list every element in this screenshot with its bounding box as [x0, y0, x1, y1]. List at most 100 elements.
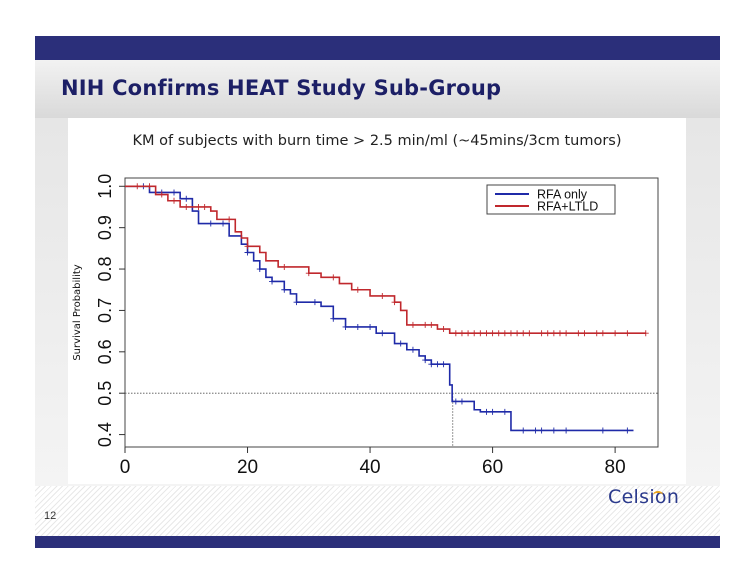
series-rfa-ltld-censor-mark: [507, 330, 514, 337]
y-tick-label: 0.4: [95, 422, 115, 447]
series-rfa-ltld-censor-mark: [599, 330, 606, 337]
series-rfa-ltld-censor-mark: [201, 203, 208, 210]
slide-title: NIH Confirms HEAT Study Sub-Group: [61, 76, 502, 100]
series-rfa-ltld-censor-mark: [452, 330, 459, 337]
series-rfa-only-censor-mark: [207, 220, 214, 227]
series-rfa-ltld-censor-mark: [593, 330, 600, 337]
title-band: [35, 60, 720, 118]
series-rfa-ltld-censor-mark: [330, 274, 337, 281]
series-rfa-only-censor-mark: [269, 278, 276, 285]
series-rfa-only-censor-mark: [428, 361, 435, 368]
series-rfa-ltld-censor-mark: [495, 330, 502, 337]
series-rfa-ltld-censor-mark: [440, 326, 447, 333]
series-rfa-only-censor-mark: [501, 408, 508, 415]
plot-panel: [68, 118, 686, 484]
chart-title: KM of subjects with burn time > 2.5 min/…: [132, 133, 622, 149]
series-rfa-only-censor-mark: [354, 323, 361, 330]
series-rfa-only-censor-mark: [483, 408, 490, 415]
series-rfa-ltld-censor-mark: [354, 286, 361, 293]
y-tick-label: 0.7: [95, 298, 115, 323]
series-rfa-only-censor-mark: [311, 299, 318, 306]
legend-label: RFA+LTLD: [537, 200, 598, 214]
series-rfa-ltld-censor-mark: [624, 330, 631, 337]
series-rfa-ltld-censor-mark: [538, 330, 545, 337]
series-rfa-ltld-censor-mark: [281, 263, 288, 270]
series-rfa-ltld-censor-mark: [244, 243, 251, 250]
x-tick-label: 20: [237, 457, 258, 478]
bottom-banner: [35, 536, 720, 548]
series-rfa-ltld-censor-mark: [550, 330, 557, 337]
logo-swoosh-icon: [653, 491, 663, 499]
x-tick-label: 40: [359, 457, 380, 478]
x-tick-label: 60: [482, 457, 503, 478]
km-survival-chart: 0 20 40 60 80 0.4 0.5 0.6 0.7 0.8 0.9 1.0 Survival P…: [72, 174, 659, 478]
series-rfa-only-censor-mark: [563, 427, 570, 434]
footer-pattern: [35, 486, 720, 536]
series-rfa-ltld-curve: [125, 185, 646, 334]
series-rfa-ltld-censor-mark: [514, 330, 521, 337]
y-tick-label: 0.8: [95, 257, 115, 282]
series-rfa-ltld-censor-mark: [458, 330, 465, 337]
series-rfa-ltld-censor-mark: [520, 330, 527, 337]
top-banner: [35, 36, 720, 62]
series-rfa-only-censor-mark: [434, 361, 441, 368]
series-rfa-only-censor-mark: [489, 408, 496, 415]
series-rfa-ltld-censor-mark: [642, 330, 649, 337]
series-rfa-ltld-censor-mark: [391, 299, 398, 306]
series-rfa-ltld-censor-mark: [477, 330, 484, 337]
series-rfa-only-censor-mark: [440, 361, 447, 368]
series-rfa-only-censor-mark: [520, 427, 527, 434]
y-tick-label: 1.0: [95, 174, 115, 199]
series-rfa-only-censor-mark: [244, 249, 251, 256]
series-rfa-ltld-censor-mark: [305, 270, 312, 277]
series-rfa-ltld-censor-mark: [465, 330, 472, 337]
series-rfa-only-censor-mark: [538, 427, 545, 434]
series-rfa-only-censor-mark: [330, 315, 337, 322]
y-tick-label: 0.5: [95, 381, 115, 406]
series-rfa-only-censor-mark: [452, 398, 459, 405]
series-rfa-only-censor-mark: [409, 346, 416, 353]
series-rfa-ltld-censor-mark: [195, 203, 202, 210]
series-rfa-ltld-censor-mark: [489, 330, 496, 337]
series-rfa-ltld-censor-mark: [581, 330, 588, 337]
page-number: 12: [44, 510, 57, 522]
series-rfa-only-censor-mark: [379, 330, 386, 337]
series-rfa-ltld-censor-mark: [134, 183, 141, 190]
series-rfa-ltld-censor-mark: [158, 191, 165, 198]
series-rfa-only-censor-mark: [367, 323, 374, 330]
series-rfa-ltld-censor-mark: [575, 330, 582, 337]
series-rfa-only-censor-mark: [458, 398, 465, 405]
series-rfa-only-censor-mark: [293, 299, 300, 306]
series-rfa-ltld-censor-mark: [526, 330, 533, 337]
x-tick-label: 0: [120, 457, 131, 478]
series-rfa-only-censor-mark: [624, 427, 631, 434]
series-rfa-only-curve: [125, 185, 634, 432]
series-rfa-only-censor-mark: [183, 195, 190, 202]
series-rfa-only-censor-mark: [342, 323, 349, 330]
celsion-logo: Celsion: [608, 486, 680, 508]
series-rfa-ltld-censor-mark: [563, 330, 570, 337]
legend-label: RFA only: [537, 188, 588, 202]
series-rfa-ltld-censor-mark: [544, 330, 551, 337]
y-tick-label: 0.6: [95, 339, 115, 364]
series-rfa-only-censor-mark: [397, 340, 404, 347]
series-rfa-ltld-censor-mark: [612, 330, 619, 337]
series-rfa-ltld-censor-mark: [501, 330, 508, 337]
legend-box: [486, 184, 616, 215]
series-rfa-only-censor-mark: [422, 357, 429, 364]
x-tick-label: 80: [605, 457, 626, 478]
series-rfa-ltld-censor-mark: [471, 330, 478, 337]
series-rfa-ltld-censor-mark: [226, 216, 233, 223]
series-rfa-ltld-censor-mark: [483, 330, 490, 337]
series-rfa-only-censor-mark: [532, 427, 539, 434]
series-rfa-only-censor-mark: [599, 427, 606, 434]
series-rfa-only-censor-mark: [256, 266, 263, 273]
y-axis-label: Survival Probability: [72, 264, 83, 360]
series-rfa-ltld-censor-mark: [556, 330, 563, 337]
series-rfa-only-censor-mark: [171, 189, 178, 196]
series-rfa-ltld-censor-mark: [409, 321, 416, 328]
chart-layer: 0 20 40 60 80 0.4 0.5 0.6 0.7 0.8 0.9 1.0 Survival P…: [72, 174, 659, 478]
series-rfa-ltld-censor-mark: [428, 321, 435, 328]
series-rfa-only-censor-mark: [550, 427, 557, 434]
series-rfa-ltld-censor-mark: [422, 321, 429, 328]
